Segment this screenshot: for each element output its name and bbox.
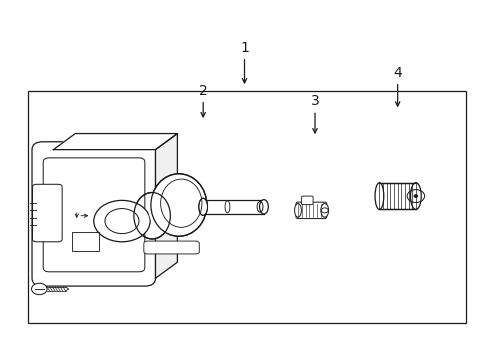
- Text: 4: 4: [392, 66, 401, 80]
- FancyBboxPatch shape: [32, 142, 155, 286]
- Ellipse shape: [148, 183, 194, 234]
- Ellipse shape: [199, 198, 207, 215]
- FancyBboxPatch shape: [295, 202, 326, 219]
- FancyBboxPatch shape: [301, 196, 312, 204]
- Polygon shape: [53, 134, 177, 150]
- Ellipse shape: [134, 193, 170, 239]
- FancyBboxPatch shape: [143, 241, 199, 254]
- FancyBboxPatch shape: [32, 184, 62, 242]
- Text: 3: 3: [310, 94, 319, 108]
- Text: 2: 2: [199, 84, 207, 98]
- Circle shape: [413, 195, 417, 198]
- Ellipse shape: [294, 203, 301, 217]
- Ellipse shape: [320, 203, 328, 217]
- Circle shape: [94, 201, 150, 242]
- Bar: [28, 91, 465, 323]
- Circle shape: [31, 283, 47, 295]
- FancyBboxPatch shape: [144, 214, 162, 228]
- Ellipse shape: [410, 183, 420, 210]
- Ellipse shape: [374, 183, 383, 210]
- Text: 1: 1: [240, 41, 248, 55]
- Ellipse shape: [151, 174, 206, 236]
- Bar: [379, 183, 415, 210]
- Bar: [131, 217, 140, 234]
- Polygon shape: [155, 134, 177, 278]
- Bar: [72, 232, 99, 251]
- Ellipse shape: [259, 200, 268, 214]
